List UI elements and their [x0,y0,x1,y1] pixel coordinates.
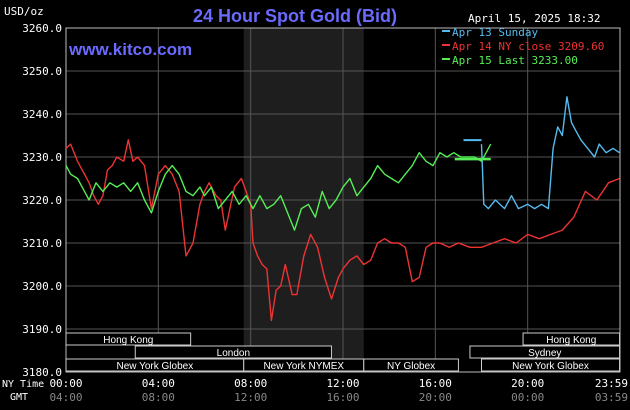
y-tick-label: 3190.0 [22,323,62,336]
session-bar [363,358,459,372]
website-link[interactable]: www.kitco.com [68,40,192,59]
x-tick-gmt: 20:00 [419,391,452,404]
x-tick-gmt: 00:00 [511,391,544,404]
y-axis-ticks: 3260.0 3250.0 3240.0 3230.0 3220.0 3210.0 3200… [22,22,62,379]
session-label: New York Globex [512,361,589,372]
legend-label-apr15: Apr 15 Last 3233.00 [452,54,578,67]
session-bar [65,332,192,346]
session-bar [134,345,332,359]
series-line-0 [480,96,620,210]
session-label: Hong Kong [546,335,596,346]
session-label: London [217,348,250,359]
y-tick-label: 3200.0 [22,280,62,293]
x-tick-ny: 08:00 [234,377,267,390]
series-lines [65,96,620,322]
legend-label-apr14: Apr 14 NY close 3209.60 [452,40,604,53]
session-label: Sydney [528,348,561,359]
x-tick-ny: 12:00 [326,377,359,390]
plot-border [65,27,621,373]
ny-time-row-label: NY Time [2,379,44,390]
y-tick-label: 3180.0 [22,366,62,379]
y-tick-label: 3240.0 [22,108,62,121]
session-label: NY Globex [387,361,435,372]
x-tick-ny: 04:00 [142,377,175,390]
session-bar [469,345,621,359]
legend-label-apr13: Apr 13 Sunday [452,26,538,39]
x-tick-gmt: 08:00 [142,391,175,404]
y-tick-label: 3260.0 [22,22,62,35]
legend: Apr 13 Sunday Apr 14 NY close 3209.60 Ap… [442,26,604,67]
legend-swatch-apr14 [442,44,450,46]
y-tick-label: 3230.0 [22,151,62,164]
x-axis-ticks: 00:0004:0004:0008:0008:0012:0012:0016:00… [49,377,628,404]
legend-swatch-apr13 [442,30,450,32]
y-tick-label: 3250.0 [22,65,62,78]
x-tick-gmt: 12:00 [234,391,267,404]
x-tick-ny: 16:00 [419,377,452,390]
session-label: New York Globex [117,361,194,372]
session-label: New York NYMEX [263,361,344,372]
series-line-2 [65,143,492,231]
x-tick-gmt: 04:00 [49,391,82,404]
series-line-1 [65,139,620,322]
x-tick-gmt: 03:59 [595,391,628,404]
y-tick-label: 3220.0 [22,194,62,207]
session-label: Hong Kong [103,335,153,346]
y-tick-label: 3210.0 [22,237,62,250]
x-tick-ny: 20:00 [511,377,544,390]
session-bar [522,332,621,346]
session-bar [481,358,621,372]
x-tick-ny: 23:59 [595,377,628,390]
timestamp: April 15, 2025 18:32 [468,12,600,25]
legend-swatch-apr15 [442,58,450,60]
unit-label: USD/oz [4,5,44,18]
chart-title: 24 Hour Spot Gold (Bid) [193,6,397,26]
market-sessions: Hong Kong Hong Kong London Sydney New York G… [65,332,621,372]
x-tick-ny: 00:00 [49,377,82,390]
x-tick-gmt: 16:00 [326,391,359,404]
gmt-row-label: GMT [10,392,28,403]
